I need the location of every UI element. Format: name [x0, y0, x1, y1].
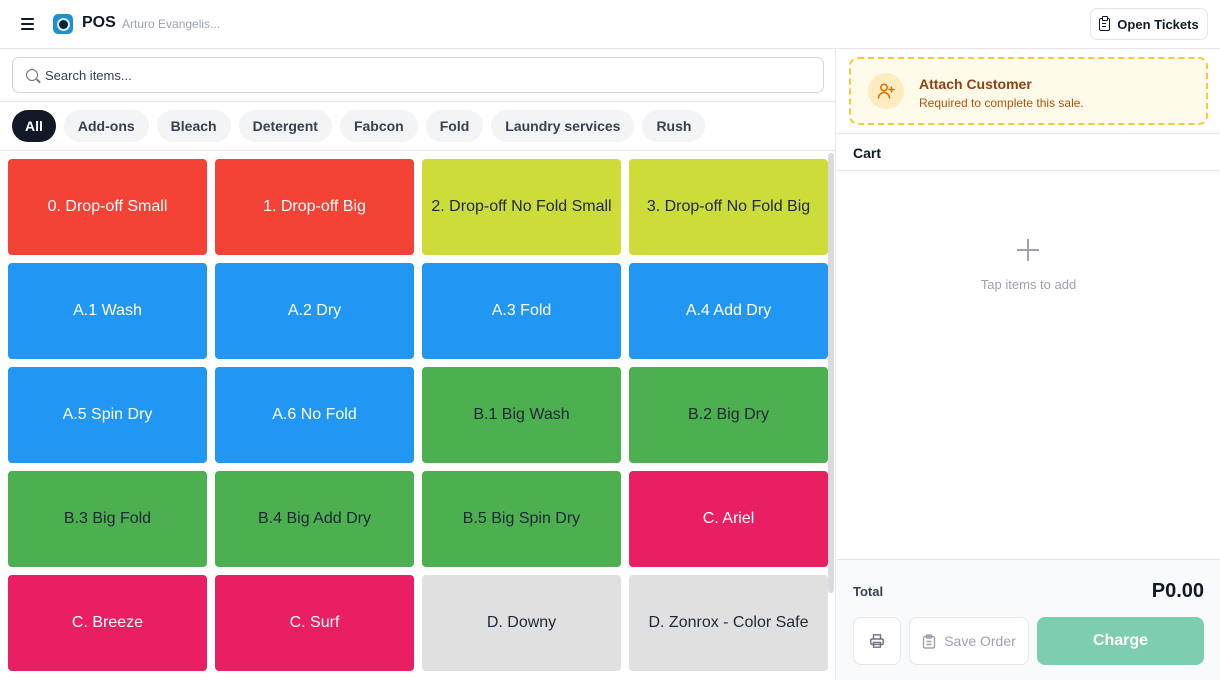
open-tickets-label: Open Tickets	[1117, 16, 1199, 32]
save-order-button[interactable]: Save Order	[909, 617, 1029, 665]
clipboard-icon	[1099, 15, 1111, 31]
item-tile[interactable]: B.2 Big Dry	[629, 367, 828, 463]
filter-chip-rush[interactable]: Rush	[642, 110, 706, 142]
attach-customer-card[interactable]: Attach Customer Required to complete thi…	[849, 57, 1208, 125]
app-logo-icon	[53, 14, 73, 34]
divider	[837, 170, 1220, 171]
search-icon	[26, 69, 38, 81]
total-label: Total	[853, 584, 884, 599]
cart-footer: Total P0.00 Save Order Charge	[837, 559, 1220, 680]
item-tile[interactable]: A.4 Add Dry	[629, 263, 828, 359]
item-tile[interactable]: A.6 No Fold	[215, 367, 414, 463]
search-box	[12, 57, 824, 93]
item-tile[interactable]: B.4 Big Add Dry	[215, 471, 414, 567]
user-plus-icon	[868, 73, 904, 109]
item-tile[interactable]: D. Downy	[422, 575, 621, 671]
item-tile[interactable]: B.5 Big Spin Dry	[422, 471, 621, 567]
open-tickets-button[interactable]: Open Tickets	[1090, 8, 1208, 40]
item-tile[interactable]: A.3 Fold	[422, 263, 621, 359]
item-tile[interactable]: B.3 Big Fold	[8, 471, 207, 567]
item-tile[interactable]: A.5 Spin Dry	[8, 367, 207, 463]
cart-panel: Attach Customer Required to complete thi…	[837, 49, 1220, 680]
attach-customer-title: Attach Customer	[919, 76, 1032, 92]
filter-chip-detergent[interactable]: Detergent	[238, 110, 332, 142]
charge-button[interactable]: Charge	[1037, 617, 1204, 665]
divider	[0, 150, 836, 151]
filter-chip-bleach[interactable]: Bleach	[156, 110, 231, 142]
search-input[interactable]	[45, 58, 815, 92]
item-tile[interactable]: 3. Drop-off No Fold Big	[629, 159, 828, 255]
item-tile[interactable]: A.2 Dry	[215, 263, 414, 359]
app-title: POS	[82, 14, 116, 31]
item-tile[interactable]: A.1 Wash	[8, 263, 207, 359]
divider	[837, 133, 1220, 134]
filter-chip-laundry-services[interactable]: Laundry services	[491, 110, 635, 142]
item-tile[interactable]: D. Zonrox - Color Safe	[629, 575, 828, 671]
item-tile[interactable]: 1. Drop-off Big	[215, 159, 414, 255]
printer-icon	[870, 634, 884, 648]
print-button[interactable]	[853, 617, 901, 665]
item-tile[interactable]: C. Ariel	[629, 471, 828, 567]
cart-empty-text: Tap items to add	[980, 277, 1077, 292]
item-tile[interactable]: 2. Drop-off No Fold Small	[422, 159, 621, 255]
item-tile[interactable]: 0. Drop-off Small	[8, 159, 207, 255]
divider	[0, 101, 836, 102]
category-filters: All Add-ons Bleach Detergent Fabcon Fold Laund…	[12, 110, 706, 142]
clipboard-icon	[923, 633, 936, 649]
item-tile[interactable]: B.1 Big Wash	[422, 367, 621, 463]
filter-chip-fabcon[interactable]: Fabcon	[339, 110, 418, 142]
item-tile[interactable]: C. Surf	[215, 575, 414, 671]
menu-icon[interactable]	[19, 15, 37, 33]
item-grid: 0. Drop-off Small 1. Drop-off Big 2. Drop-…	[8, 159, 828, 671]
cart-title: Cart	[853, 145, 882, 161]
filter-chip-all[interactable]: All	[12, 110, 56, 142]
plus-icon	[1017, 239, 1039, 261]
top-bar: POS Arturo Evangelis... Open Tickets	[0, 0, 1220, 49]
save-order-label: Save Order	[944, 633, 1016, 649]
filter-chip-add-ons[interactable]: Add-ons	[63, 110, 149, 142]
catalog-panel: AllAdd-onsBleachDetergentFabconFoldLaund…	[0, 49, 836, 680]
filter-chip-fold[interactable]: Fold	[425, 110, 484, 142]
total-value: P0.00	[1151, 580, 1204, 602]
user-name: Arturo Evangelis...	[122, 17, 221, 31]
attach-customer-subtitle: Required to complete this sale.	[919, 96, 1084, 110]
item-tile[interactable]: C. Breeze	[8, 575, 207, 671]
item-grid-scrollbar[interactable]	[828, 153, 834, 593]
